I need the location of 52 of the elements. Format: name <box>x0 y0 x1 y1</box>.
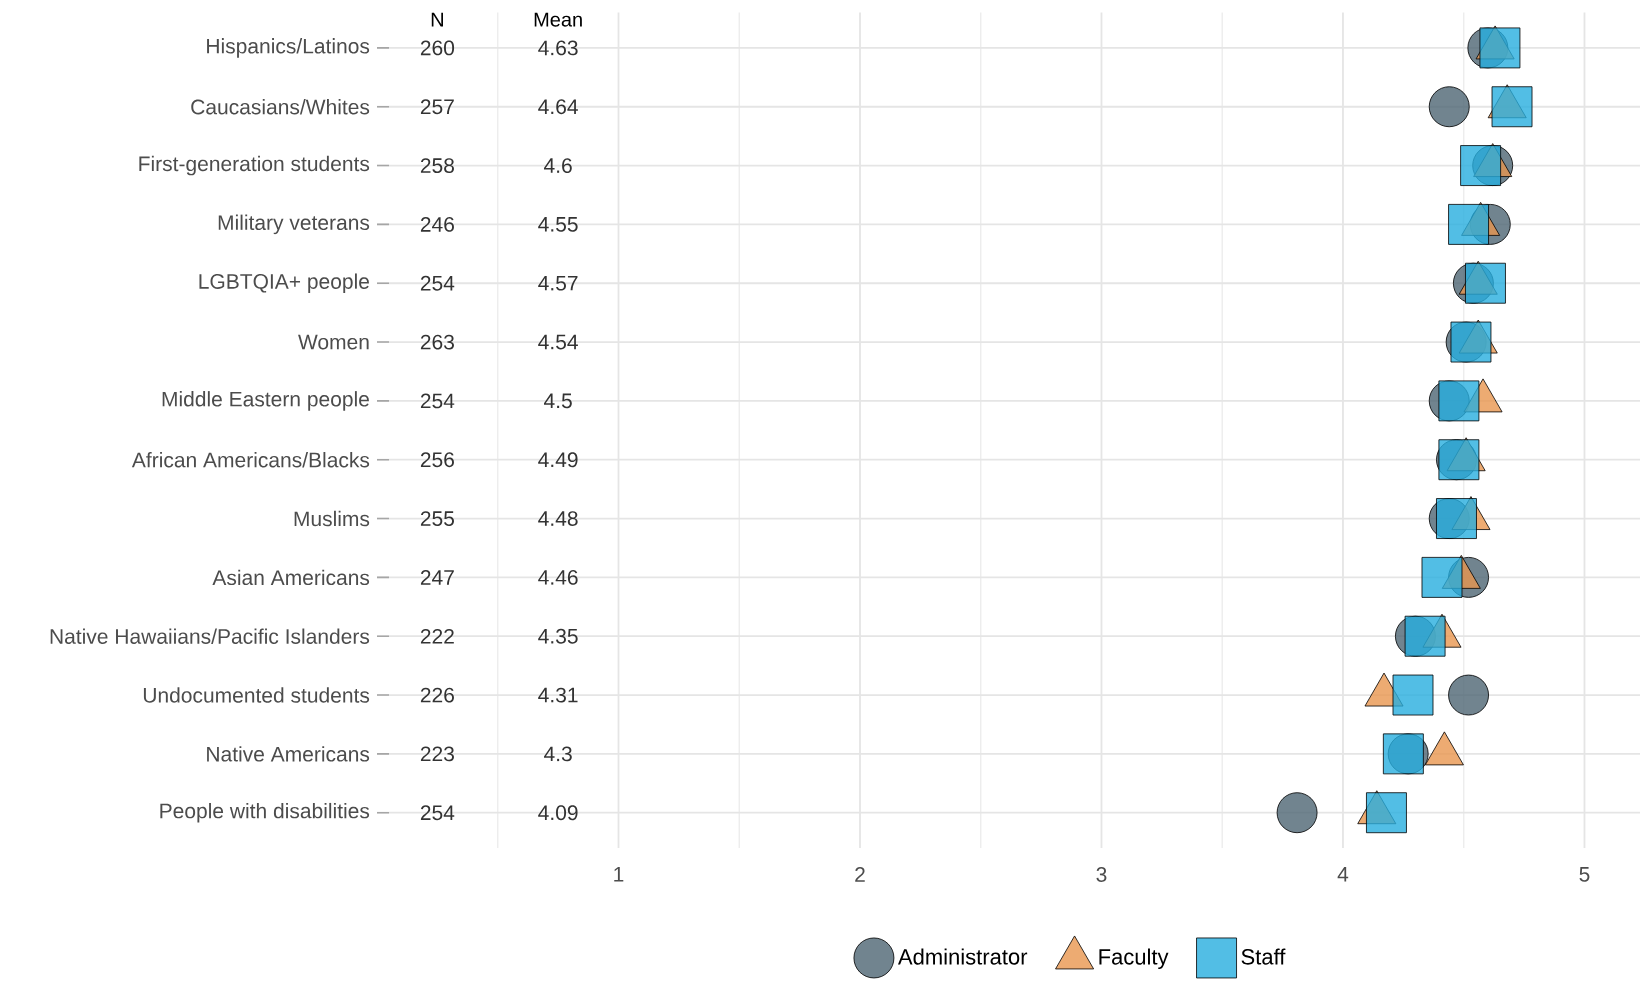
annotation: 4.49 <box>538 452 578 468</box>
y-tick-label: African Americans/Blacks <box>131 452 370 468</box>
y-tick-label: Military veterans <box>218 214 370 235</box>
y-tick-label: Undocumented students <box>143 687 370 703</box>
annotation: 4.5 <box>544 393 572 409</box>
x-tick-label: 4 <box>1337 867 1349 882</box>
annotation: 222 <box>420 628 454 644</box>
y-tick-label: Native Hawaiians/Pacific Islanders <box>50 628 370 644</box>
annotation: 254 <box>420 805 455 821</box>
annotation: 4.63 <box>538 40 578 56</box>
annotation: 226 <box>420 687 454 703</box>
annotation: 255 <box>420 511 454 527</box>
y-tick-label: Muslims <box>294 510 370 527</box>
annotation: 4.3 <box>544 746 572 762</box>
y-tick-label: People with disabilities <box>160 802 370 823</box>
annotation: 4.09 <box>538 805 578 821</box>
y-tick-label: LGBTQIA+ people <box>199 273 369 294</box>
annotation: 4.35 <box>538 628 578 644</box>
annotation: 260 <box>420 40 455 56</box>
annotation: 257 <box>420 99 454 115</box>
annotation: 4.57 <box>538 275 578 291</box>
y-tick-label: Caucasians/Whites <box>191 99 370 115</box>
annotation: 4.46 <box>538 570 578 585</box>
y-tick-label: First-generation students <box>139 155 370 176</box>
y-tick-label: Hispanics/Latinos <box>207 38 370 58</box>
annotation: 4.55 <box>538 217 578 232</box>
annotation: 4.48 <box>538 511 578 527</box>
legend-label: Faculty <box>1099 948 1169 969</box>
y-tick-label: Women <box>298 334 369 350</box>
y-tick-label: Asian Americans <box>212 569 370 586</box>
y-tick-label: Native Americans <box>207 746 370 762</box>
y-tick-label: Middle Eastern people <box>162 391 369 411</box>
annotation: 4.64 <box>538 99 578 115</box>
annotation: 4.31 <box>538 687 578 703</box>
annotation: 4.6 <box>544 158 572 174</box>
x-tick-label: 3 <box>1096 867 1107 882</box>
annotation: 256 <box>420 452 454 468</box>
annotation: 247 <box>420 570 454 585</box>
legend-label: Staff <box>1241 948 1286 965</box>
annotation: 254 <box>420 393 455 409</box>
annotation: Mean <box>534 12 582 27</box>
annotation: N <box>431 12 443 27</box>
annotation: 254 <box>420 275 455 291</box>
annotation: 258 <box>420 158 454 174</box>
x-tick-label: 2 <box>855 867 865 882</box>
annotation: 263 <box>420 334 454 350</box>
x-tick-label: 5 <box>1579 867 1590 882</box>
annotation: 4.54 <box>538 334 578 350</box>
annotation: 223 <box>420 746 454 762</box>
legend-label: Administrator <box>897 948 1028 965</box>
x-tick-label: 1 <box>614 867 624 882</box>
annotation: 246 <box>420 217 454 232</box>
